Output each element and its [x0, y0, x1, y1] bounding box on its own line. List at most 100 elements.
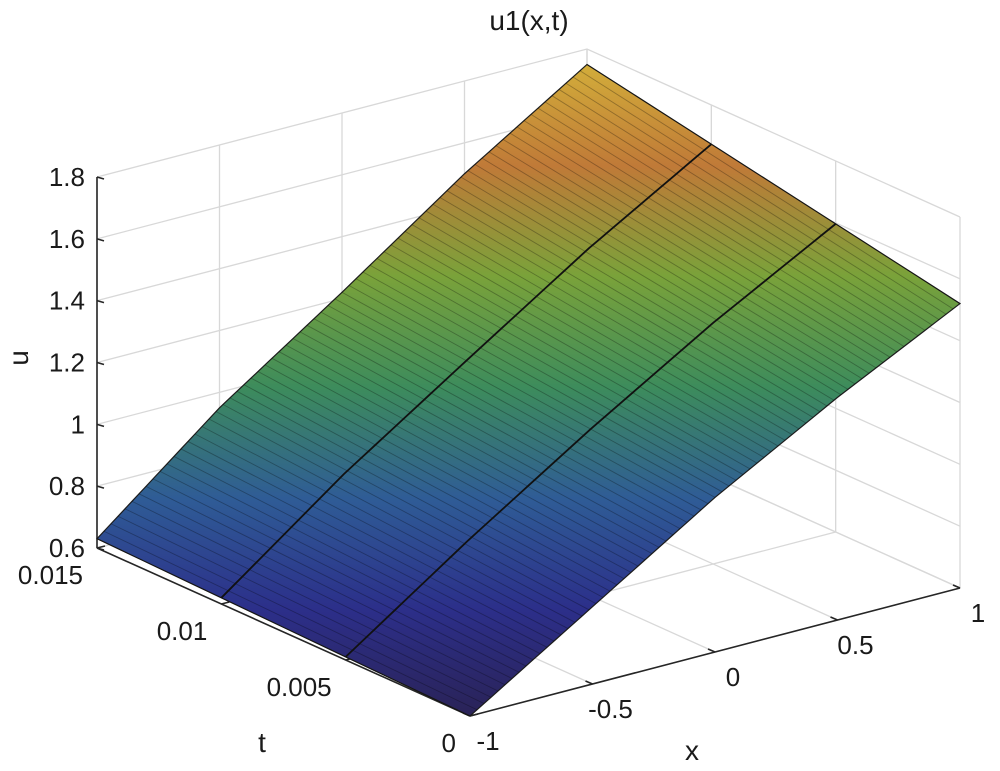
mesh-line — [320, 311, 695, 517]
mesh-line — [341, 291, 716, 498]
mesh-line — [516, 126, 891, 358]
x-axis-label: x — [685, 735, 699, 766]
x-tick-label: -0.5 — [588, 694, 633, 724]
z-tick-mark — [96, 547, 105, 551]
mesh-line — [411, 224, 786, 441]
x-tick-label: -1 — [476, 726, 499, 756]
z-tick-label: 1.8 — [49, 162, 85, 192]
y-tick-mark — [221, 601, 230, 605]
mesh-line — [586, 64, 961, 304]
mesh-line — [236, 390, 611, 592]
mesh-line — [257, 371, 632, 573]
x-tick-label: 1 — [971, 598, 985, 628]
mesh-line — [558, 89, 933, 326]
surface-t-line — [345, 223, 837, 658]
mesh-line — [404, 230, 779, 447]
x-tick-mark — [707, 648, 716, 653]
z-tick-label: 1.6 — [49, 224, 85, 254]
mesh-line — [446, 190, 821, 413]
mesh-line — [110, 523, 485, 704]
y-tick-label: 0 — [442, 728, 456, 758]
mesh-line — [460, 176, 835, 401]
mesh-line — [159, 470, 534, 661]
mesh-line — [572, 76, 947, 315]
mesh-line — [222, 404, 597, 604]
mesh-line — [579, 70, 954, 310]
surface-t-line — [220, 143, 712, 599]
mesh-line — [530, 114, 905, 347]
mesh-line — [369, 264, 744, 475]
x-tick-mark — [585, 680, 593, 685]
mesh-line — [432, 203, 807, 424]
z-tick-mark — [96, 299, 105, 304]
z-tick-mark — [96, 238, 105, 242]
mesh-line — [355, 278, 730, 487]
mesh-line — [376, 258, 751, 470]
mesh-line — [523, 120, 898, 353]
mesh-line — [285, 344, 660, 548]
mesh-line — [166, 463, 541, 654]
mesh-line — [173, 456, 548, 648]
z-tick-label: 0.6 — [49, 533, 85, 563]
mesh-line — [250, 377, 625, 580]
mesh-line — [124, 508, 499, 692]
mesh-line — [208, 418, 583, 617]
x-tick-mark — [830, 616, 838, 621]
mesh-line — [453, 183, 828, 407]
y-tick-label: 0.005 — [267, 672, 332, 702]
mesh-line — [418, 217, 793, 435]
mesh-line — [131, 500, 506, 686]
mesh-line — [390, 244, 765, 458]
mesh-line — [187, 441, 562, 636]
mesh-line — [488, 151, 863, 380]
mesh-line — [467, 170, 842, 396]
mesh-line — [96, 538, 471, 717]
z-tick-mark — [96, 485, 105, 489]
mesh-line — [306, 324, 681, 530]
mesh-line — [313, 318, 688, 523]
mesh-line — [299, 331, 674, 536]
mesh-line — [229, 397, 604, 598]
mesh-line — [138, 493, 513, 679]
mesh-line — [348, 285, 723, 493]
mesh-line — [278, 351, 653, 555]
y-axis-label: t — [258, 727, 266, 758]
surface — [96, 63, 962, 717]
z-axis-label: u — [3, 350, 34, 366]
mesh-line — [502, 139, 877, 369]
mesh-line — [152, 478, 527, 667]
mesh-line — [201, 426, 576, 623]
x-tick-mark — [952, 584, 961, 589]
mesh-line — [215, 411, 590, 611]
z-tick-mark — [96, 361, 105, 366]
mesh-line — [565, 82, 940, 321]
mesh-line — [243, 384, 618, 586]
z-tick-label: 1 — [71, 409, 85, 439]
mesh-line — [327, 305, 702, 511]
y-axis-line — [96, 547, 471, 717]
mesh-line — [544, 101, 919, 337]
mesh-line — [551, 95, 926, 331]
mesh-line — [103, 530, 478, 711]
z-tick-label: 1.4 — [49, 286, 85, 316]
mesh-line — [292, 338, 667, 542]
mesh-line — [537, 107, 912, 342]
mesh-line — [425, 210, 800, 430]
y-tick-label: 0.01 — [157, 616, 208, 646]
z-tick-mark — [96, 176, 105, 180]
mesh-line — [334, 298, 709, 505]
x-tick-label: 0 — [726, 662, 740, 692]
mesh-line — [194, 433, 569, 629]
z-grid-line — [96, 48, 961, 218]
z-tick-label: 0.8 — [49, 471, 85, 501]
z-tick-label: 1.2 — [49, 348, 85, 378]
x-tick-label: 0.5 — [837, 630, 873, 660]
mesh-line — [271, 357, 646, 561]
axes-lines — [96, 176, 961, 717]
mesh-line — [264, 364, 639, 567]
mesh-line — [180, 448, 555, 642]
mesh-line — [117, 515, 492, 698]
mesh-line — [495, 145, 870, 374]
